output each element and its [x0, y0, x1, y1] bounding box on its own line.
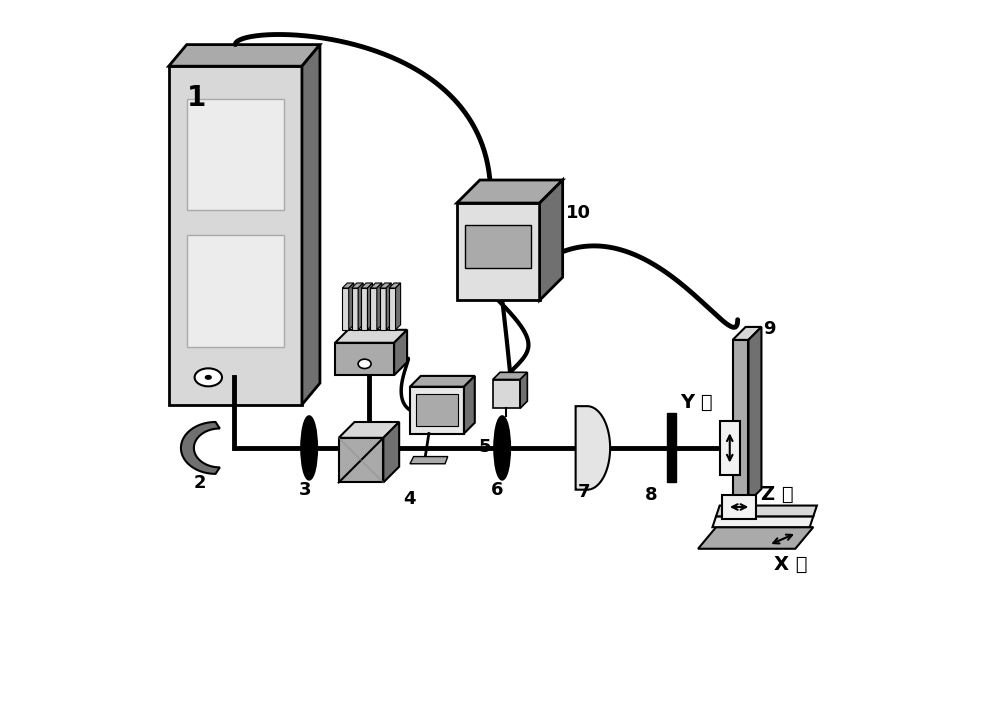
Polygon shape	[389, 283, 401, 288]
Polygon shape	[410, 387, 464, 434]
Text: X 轴: X 轴	[774, 555, 807, 574]
Text: 10: 10	[566, 204, 591, 222]
Polygon shape	[352, 283, 363, 288]
Polygon shape	[352, 288, 358, 330]
Polygon shape	[389, 288, 396, 330]
Polygon shape	[342, 283, 354, 288]
Text: 2: 2	[194, 474, 206, 492]
Polygon shape	[493, 380, 520, 408]
Ellipse shape	[494, 416, 510, 479]
Polygon shape	[464, 376, 475, 434]
Polygon shape	[716, 505, 817, 516]
Polygon shape	[339, 422, 399, 438]
Polygon shape	[720, 421, 740, 475]
Polygon shape	[465, 225, 531, 268]
Text: 1: 1	[187, 84, 206, 112]
Polygon shape	[493, 372, 527, 380]
Polygon shape	[667, 414, 676, 482]
Polygon shape	[520, 372, 527, 408]
Polygon shape	[386, 283, 391, 330]
Ellipse shape	[195, 368, 222, 386]
Polygon shape	[410, 456, 448, 463]
Polygon shape	[335, 330, 407, 343]
Polygon shape	[187, 98, 284, 210]
Text: 4: 4	[403, 490, 415, 508]
Polygon shape	[377, 283, 382, 330]
Polygon shape	[383, 422, 399, 482]
Ellipse shape	[301, 416, 317, 479]
Polygon shape	[335, 343, 394, 375]
Polygon shape	[457, 180, 563, 203]
Ellipse shape	[205, 375, 211, 379]
Polygon shape	[181, 422, 220, 474]
Polygon shape	[394, 330, 407, 375]
Polygon shape	[342, 288, 349, 330]
Polygon shape	[380, 283, 391, 288]
Polygon shape	[380, 288, 386, 330]
Text: 8: 8	[645, 486, 657, 504]
Polygon shape	[349, 283, 354, 330]
Polygon shape	[339, 438, 383, 482]
Polygon shape	[370, 283, 382, 288]
Text: 7: 7	[578, 483, 590, 501]
Polygon shape	[370, 288, 377, 330]
Polygon shape	[748, 327, 761, 502]
Text: 5: 5	[478, 437, 491, 455]
Polygon shape	[712, 516, 813, 527]
Polygon shape	[367, 283, 373, 330]
Polygon shape	[358, 283, 363, 330]
Polygon shape	[302, 45, 320, 405]
Polygon shape	[169, 67, 302, 405]
Polygon shape	[576, 406, 610, 489]
Polygon shape	[733, 340, 748, 502]
Polygon shape	[169, 45, 320, 67]
Polygon shape	[410, 376, 475, 387]
Polygon shape	[187, 236, 284, 347]
Text: 6: 6	[491, 481, 504, 499]
Text: 9: 9	[763, 320, 775, 338]
Polygon shape	[457, 203, 540, 300]
Polygon shape	[361, 288, 367, 330]
Polygon shape	[698, 527, 813, 549]
Text: Y 轴: Y 轴	[680, 393, 713, 412]
Text: Z 轴: Z 轴	[761, 485, 793, 504]
Text: 3: 3	[298, 481, 311, 499]
Polygon shape	[361, 283, 373, 288]
Polygon shape	[540, 180, 563, 300]
Polygon shape	[416, 394, 458, 427]
Polygon shape	[733, 327, 761, 340]
Ellipse shape	[358, 359, 371, 369]
Polygon shape	[396, 283, 401, 330]
Polygon shape	[722, 495, 756, 518]
